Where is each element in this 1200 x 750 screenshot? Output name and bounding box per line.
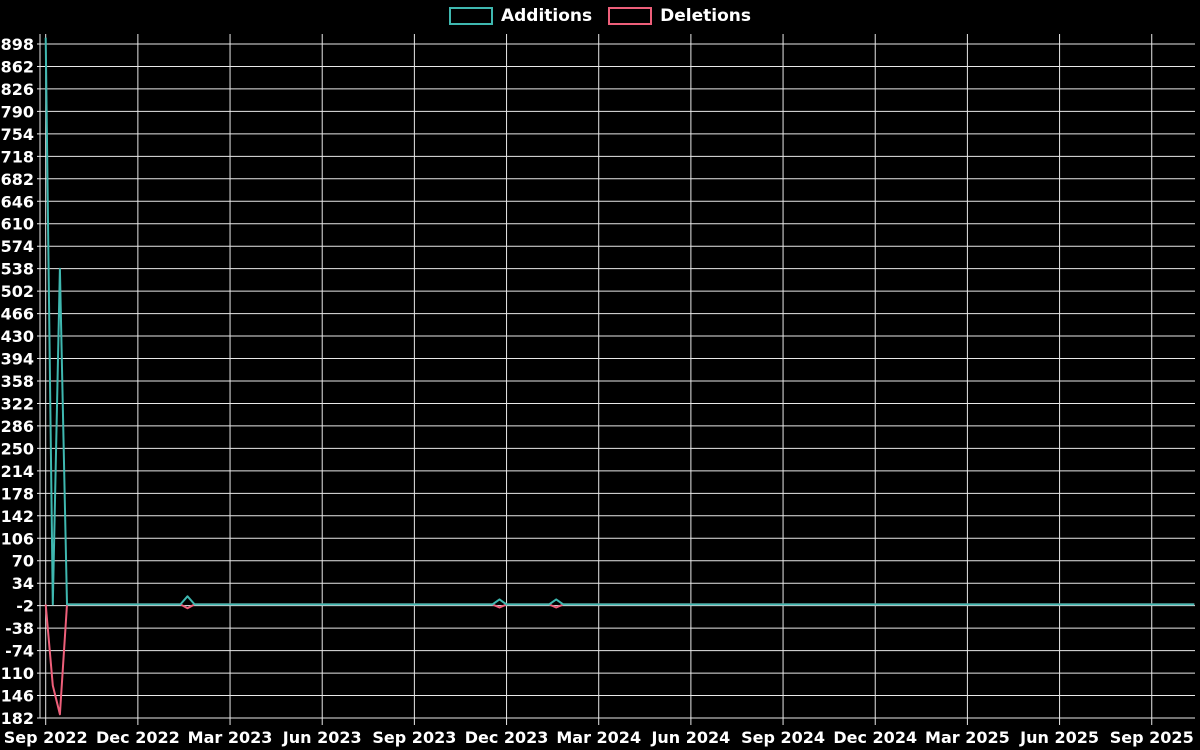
x-tick-label: Jun 2025 <box>1019 728 1099 747</box>
y-tick-label: 754 <box>1 125 34 144</box>
y-tick-label: 502 <box>1 282 34 301</box>
x-tick-label: Mar 2024 <box>556 728 641 747</box>
y-tick-label: 358 <box>1 372 34 391</box>
x-tick-label: Jun 2024 <box>650 728 730 747</box>
y-tick-label: -110 <box>0 664 34 683</box>
legend-swatch-additions <box>448 7 493 25</box>
y-tick-label: 826 <box>1 80 34 99</box>
y-tick-label: 214 <box>1 462 34 481</box>
y-tick-label: 646 <box>1 192 34 211</box>
series-line-deletions <box>44 603 1195 716</box>
y-tick-label: 790 <box>1 102 34 121</box>
y-tick-label: 322 <box>1 394 34 413</box>
y-tick-label: 34 <box>12 574 34 593</box>
x-tick-label: Sep 2023 <box>372 728 456 747</box>
y-tick-label: 250 <box>1 439 34 458</box>
legend-swatch-deletions <box>608 7 653 25</box>
series-line-additions <box>44 37 1195 606</box>
legend-item-deletions: Deletions <box>608 6 751 26</box>
y-tick-label: 178 <box>1 484 34 503</box>
y-tick-label: 862 <box>1 57 34 76</box>
legend-label-additions: Additions <box>500 6 593 26</box>
chart-legend: Additions Deletions <box>0 6 1200 26</box>
y-tick-label: 286 <box>1 417 34 436</box>
x-tick-label: Jun 2023 <box>282 728 362 747</box>
y-tick-label: -38 <box>5 619 34 638</box>
y-tick-label: 70 <box>12 552 34 571</box>
y-tick-label: 574 <box>1 237 34 256</box>
y-tick-label: 610 <box>1 215 34 234</box>
y-tick-label: -74 <box>5 642 34 661</box>
y-tick-label: 394 <box>1 350 34 369</box>
y-tick-label: 718 <box>1 147 34 166</box>
y-tick-label: 106 <box>1 529 34 548</box>
x-tick-label: Sep 2022 <box>4 728 88 747</box>
x-tick-label: Dec 2022 <box>96 728 180 747</box>
x-tick-label: Dec 2024 <box>833 728 917 747</box>
x-tick-label: Sep 2024 <box>741 728 825 747</box>
y-tick-label: 466 <box>1 305 34 324</box>
x-tick-label: Mar 2025 <box>925 728 1010 747</box>
y-tick-label: 682 <box>1 170 34 189</box>
x-tick-label: Dec 2023 <box>465 728 549 747</box>
y-tick-label: -146 <box>0 687 34 706</box>
y-tick-label: 898 <box>1 35 34 54</box>
legend-item-additions: Additions <box>448 6 593 26</box>
y-tick-label: -2 <box>16 597 34 616</box>
x-tick-label: Sep 2025 <box>1110 728 1194 747</box>
y-tick-label: 538 <box>1 260 34 279</box>
y-tick-label: 142 <box>1 507 34 526</box>
y-tick-label: 430 <box>1 327 34 346</box>
x-tick-label: Mar 2023 <box>188 728 273 747</box>
y-tick-label: -182 <box>0 709 34 728</box>
legend-label-deletions: Deletions <box>660 6 752 26</box>
